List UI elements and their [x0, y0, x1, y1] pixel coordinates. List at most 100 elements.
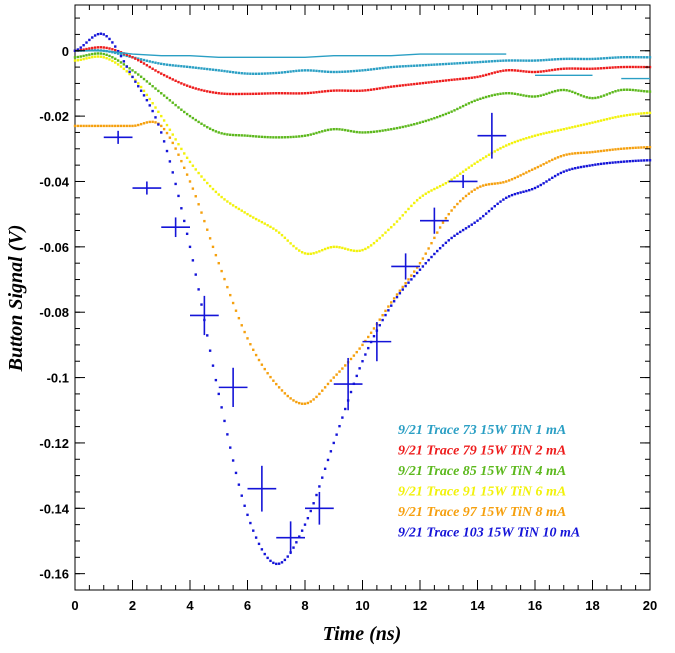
data-point: [447, 212, 450, 216]
data-point: [427, 190, 430, 194]
data-point: [197, 203, 200, 206]
data-point: [185, 232, 189, 236]
data-point: [240, 209, 243, 212]
data-point: [157, 70, 160, 74]
data-point: [507, 59, 511, 62]
data-point: [91, 55, 94, 59]
data-point: [608, 66, 611, 69]
data-point: [614, 66, 617, 69]
data-point: [139, 75, 143, 78]
data-point: [436, 115, 439, 119]
data-point: [280, 389, 284, 392]
data-point: [183, 83, 186, 86]
data-point: [461, 170, 465, 173]
data-point: [404, 282, 407, 285]
data-point: [208, 237, 212, 240]
data-point: [180, 159, 183, 163]
data-point: [539, 164, 542, 167]
data-point: [571, 57, 574, 61]
data-point: [306, 91, 310, 95]
data-point: [571, 90, 574, 94]
data-point: [203, 178, 206, 182]
data-point: [208, 184, 212, 188]
data-point: [269, 72, 272, 75]
data-point: [122, 67, 126, 71]
data-point: [165, 123, 169, 127]
data-point: [418, 196, 422, 200]
data-point: [315, 131, 318, 135]
data-point: [645, 90, 649, 93]
data-point: [82, 124, 85, 128]
data-point: [387, 66, 390, 69]
data-point: [372, 327, 376, 330]
data-point: [456, 78, 459, 81]
data-point: [289, 135, 292, 139]
data-point: [194, 87, 197, 90]
data-point: [151, 67, 154, 70]
data-point: [151, 109, 154, 113]
data-point: [243, 72, 246, 75]
data-point: [96, 32, 100, 36]
data-point: [223, 132, 226, 136]
data-point: [574, 166, 577, 170]
data-point: [197, 288, 200, 291]
data-point: [177, 80, 180, 84]
data-point: [548, 131, 551, 134]
data-point: [643, 65, 646, 69]
data-point: [591, 57, 594, 61]
data-point: [263, 222, 266, 225]
y-tick-label: -0.14: [39, 501, 69, 516]
data-point: [516, 59, 519, 62]
data-point: [157, 123, 160, 126]
data-point: [490, 94, 494, 97]
data-point: [139, 122, 143, 126]
data-point: [165, 131, 169, 135]
x-tick-label: 14: [470, 598, 485, 613]
data-point: [292, 92, 295, 95]
data-point: [323, 129, 327, 132]
data-point: [614, 56, 617, 59]
data-point: [369, 130, 373, 134]
data-point: [410, 123, 413, 127]
data-point-errorbar: [276, 521, 305, 555]
data-point: [424, 63, 427, 67]
data-point: [206, 90, 209, 93]
data-point: [427, 247, 430, 250]
data-point: [591, 121, 594, 124]
data-point: [384, 313, 387, 317]
data-point: [571, 126, 574, 129]
data-point: [479, 60, 482, 64]
data-point: [263, 552, 266, 556]
data-point: [542, 162, 545, 166]
data-point: [611, 116, 614, 120]
data-point: [450, 209, 453, 212]
data-point: [398, 217, 402, 220]
data-point: [111, 124, 114, 128]
data-point: [476, 75, 479, 79]
data-point: [433, 252, 436, 256]
data-point: [321, 90, 324, 93]
data-point: [599, 95, 603, 98]
data-point: [114, 48, 117, 52]
data-point: [473, 221, 476, 224]
data-point: [499, 69, 502, 73]
data-point: [254, 135, 258, 138]
data-point: [436, 63, 439, 66]
data-point: [519, 191, 522, 194]
data-point: [260, 72, 264, 75]
data-point: [275, 136, 278, 139]
data-point: [257, 358, 261, 362]
data-point: [174, 64, 177, 67]
data-point: [565, 127, 568, 130]
data-point: [344, 407, 347, 411]
data-point: [597, 150, 600, 153]
data-point: [381, 314, 384, 317]
data-point: [355, 89, 358, 93]
data-point: [134, 71, 137, 74]
data-point: [605, 66, 609, 70]
data-point: [234, 92, 238, 96]
data-point: [502, 59, 505, 62]
data-point: [277, 562, 281, 565]
data-point: [220, 269, 223, 273]
